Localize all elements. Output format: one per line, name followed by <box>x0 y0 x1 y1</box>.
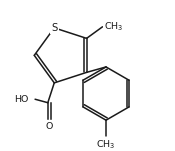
Text: CH$_3$: CH$_3$ <box>96 138 116 151</box>
Text: CH$_3$: CH$_3$ <box>104 21 123 33</box>
Text: O: O <box>46 122 53 131</box>
Text: S: S <box>51 23 57 33</box>
Text: HO: HO <box>14 95 28 104</box>
